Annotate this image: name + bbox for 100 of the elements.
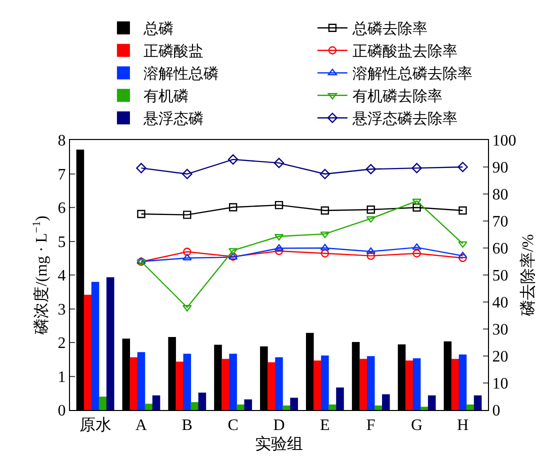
point [274,244,284,251]
x-tick-label: 原水 [79,416,112,434]
point [182,168,192,180]
bar [290,398,298,410]
bar [229,354,237,410]
point [320,232,330,238]
point [228,248,238,255]
point [366,252,375,260]
y-tick-label: 6 [58,200,66,218]
x-tick-label: E [320,417,330,434]
y2-tick-label: 50 [492,268,508,285]
bar [98,396,107,410]
bar [152,395,160,410]
point [458,252,468,258]
bar [84,294,92,410]
bar [474,395,482,410]
bar [106,277,114,410]
point [320,244,330,250]
bar [458,354,467,410]
point [366,247,376,254]
x-tick-label: H [456,417,469,434]
y-tick-label: 1 [58,368,66,386]
bar [412,358,421,410]
bar [405,360,414,410]
point [136,162,146,174]
legend-label: 总磷 [142,20,174,38]
point [366,164,376,174]
point [366,216,376,223]
x-tick-label: A [135,417,148,434]
legend-label: 有机磷 [143,88,188,106]
y-tick-label: 5 [58,234,66,251]
bar [236,404,244,410]
bar [366,356,375,410]
bar [198,392,206,410]
legend-label: 正磷酸盐去除率 [352,43,458,60]
bar [328,404,336,410]
bar [382,394,390,410]
point [228,154,238,165]
bar [137,352,146,410]
y2-tick-label: 40 [492,294,508,312]
point [458,241,468,248]
point [458,206,467,215]
legend-label: 正磷酸盐 [143,43,204,60]
point [137,210,146,218]
bar [222,358,230,410]
legend-label: 溶解性总磷 [143,66,218,83]
point [320,249,330,258]
y-tick-label: 4 [58,268,66,285]
bar [466,404,474,410]
y-tick-label: 7 [58,166,66,184]
point [412,249,421,258]
y2-tick-label: 60 [492,240,508,258]
x-tick-label: F [366,417,376,434]
bar [190,402,199,410]
y2-tick-label: 90 [492,160,508,177]
point [458,162,468,172]
bar [144,404,153,410]
x-tick-label: B [182,417,192,434]
point [366,206,375,214]
bar [374,405,382,410]
point [228,203,238,212]
bar [282,405,290,410]
y2-tick-label: 100 [492,132,516,150]
y2-tick-label: 20 [492,348,508,366]
point [182,254,192,260]
point [274,200,284,210]
y2-tick-label: 0 [492,402,500,420]
bar [314,360,322,410]
bar [451,358,460,410]
y-tick-label: 3 [58,301,66,318]
y-tick-label: 0 [58,402,66,420]
point [320,206,330,215]
x-axis-title: 实验组 [255,434,303,453]
point [320,168,330,180]
point [412,203,421,212]
bar [275,357,283,410]
y2-tick-label: 70 [492,214,508,231]
bar [428,395,436,410]
y-tick-label: 8 [58,132,66,150]
point [183,248,192,256]
bar [359,358,368,410]
bar [91,282,100,410]
bar [321,356,329,410]
y2-tick-label: 80 [492,186,508,204]
legend-label: 溶解性总磷去除率 [352,66,472,83]
point [274,158,284,168]
y-tick-label: 2 [58,335,66,352]
point [412,162,422,174]
bar [244,399,252,410]
bar [336,388,344,410]
bar [176,362,184,410]
point [458,254,467,262]
legend-label: 总磷去除率 [351,20,428,38]
bar [183,354,192,410]
point [412,198,422,206]
point [274,246,284,256]
legend-label: 悬浮态磷去除率 [351,110,458,128]
x-tick-label: G [411,417,424,434]
y2-tick-label: 10 [492,376,508,393]
point [412,243,422,250]
